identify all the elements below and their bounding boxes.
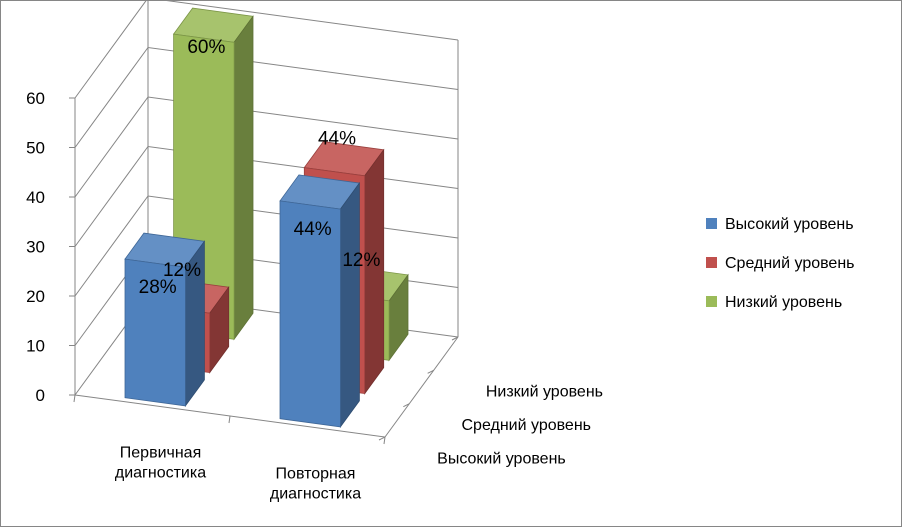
bar-front-face bbox=[124, 258, 186, 407]
gridline bbox=[74, 46, 459, 148]
legend-label: Средний уровень bbox=[725, 255, 855, 272]
depth-tick-mark bbox=[403, 403, 410, 408]
legend-swatch bbox=[706, 257, 717, 268]
bar-side-face bbox=[364, 148, 385, 395]
y-tick-label: 10 bbox=[26, 337, 45, 356]
bar bbox=[279, 174, 361, 429]
data-label: 12% bbox=[163, 260, 201, 281]
data-label: 12% bbox=[342, 250, 380, 271]
y-tick-label: 30 bbox=[26, 238, 45, 257]
depth-axis-label: Низкий уровень bbox=[486, 384, 603, 401]
data-label: 44% bbox=[294, 219, 332, 240]
y-tick-label: 60 bbox=[26, 89, 45, 108]
y-axis-tick-labels: 0 10 20 30 40 50 60 bbox=[26, 89, 45, 405]
chart-axes bbox=[69, 97, 459, 445]
bar-front-face bbox=[279, 200, 341, 428]
y-tick-label: 0 bbox=[36, 386, 45, 405]
data-label: 28% bbox=[139, 277, 177, 298]
legend-swatch bbox=[706, 218, 717, 229]
x-category-label: Повторная диагностика bbox=[270, 466, 361, 503]
depth-tick-mark bbox=[427, 369, 434, 374]
legend-label: Высокий уровень bbox=[725, 216, 854, 233]
legend: Высокий уровень Средний уровень Низкий уро… bbox=[706, 216, 855, 311]
gridline bbox=[74, 0, 459, 99]
chart-bars bbox=[124, 7, 409, 429]
gridline bbox=[74, 96, 459, 198]
legend-swatch bbox=[706, 296, 717, 307]
x-category-label: Первичная диагностика bbox=[115, 445, 206, 482]
data-label: 44% bbox=[318, 129, 356, 150]
bar-side-face bbox=[339, 181, 360, 429]
depth-axis-label: Средний уровень bbox=[462, 417, 592, 434]
depth-tick-mark bbox=[378, 436, 386, 441]
x-tick-mark bbox=[228, 415, 231, 424]
x-axis-category-labels: Первичная диагностика Повторная диагностика bbox=[115, 445, 361, 503]
x-tick-mark bbox=[383, 436, 386, 445]
bar bbox=[124, 232, 206, 408]
depth-axis-label: Высокий уровень bbox=[437, 450, 566, 467]
bar-side-face bbox=[233, 15, 254, 341]
data-label: 60% bbox=[187, 37, 225, 58]
gridline bbox=[74, 145, 459, 247]
y-tick-label: 40 bbox=[26, 188, 45, 207]
data-labels: 28% 44% 12% 44% 60% 12% bbox=[139, 37, 381, 298]
y-tick-label: 50 bbox=[26, 139, 45, 158]
depth-axis-labels: Высокий уровень Средний уровень Низкий уро… bbox=[437, 384, 603, 468]
depth-axis-line bbox=[384, 336, 459, 438]
x-tick-mark bbox=[73, 394, 76, 403]
y-tick-label: 20 bbox=[26, 287, 45, 306]
legend-label: Низкий уровень bbox=[725, 294, 842, 311]
depth-tick-mark bbox=[451, 336, 459, 341]
